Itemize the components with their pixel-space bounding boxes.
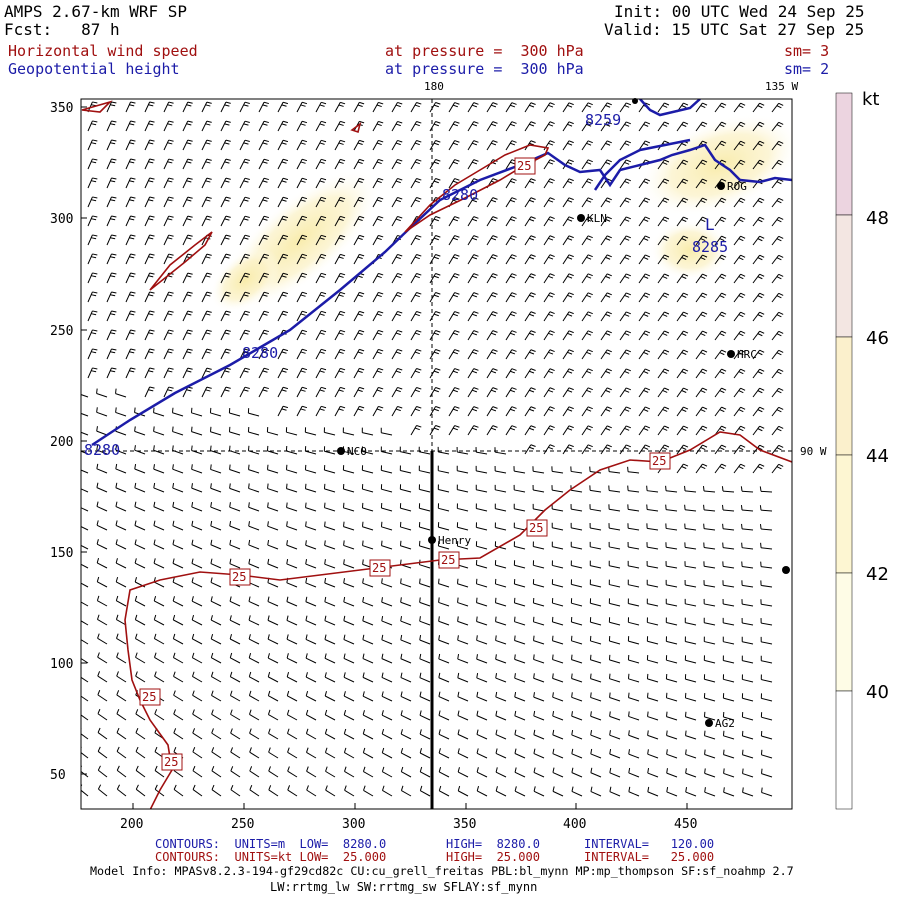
y-tick-label: 250 [50,324,73,339]
wind-contour-label: 25 [652,454,666,468]
footer-wind-high: HIGH= 25.000 [446,850,540,864]
stations: KLN ROG HRC NCO Henry AG2 [337,98,790,730]
y-tick-label: 100 [50,657,73,672]
wind-labels: 25 25 25 25 25 25 25 25 [139,157,671,771]
footer-model-info: Model Info: MPASv8.2.3-194-gf29cd82c CU:… [90,864,794,878]
forecast-hour: Fcst: 87 h [4,20,120,39]
y-tick-label: 350 [50,101,73,116]
colorbar-label-46: 46 [866,328,889,349]
y-tick-label: 150 [50,546,73,561]
colorbar-label-42: 42 [866,564,889,585]
colorbar-label-48: 48 [866,208,889,229]
wind-contour-label: 25 [372,561,386,575]
station-dot [727,350,735,358]
station-label: KLN [587,212,607,225]
low-marker: L [705,215,715,234]
smoothing-2: sm= 2 [784,60,830,78]
height-labels: 8259 8280 8280 8280 8285 L [84,111,728,459]
init-time: Init: 00 UTC Wed 24 Sep 25 [614,2,865,21]
height-label-1: 8259 [585,111,621,129]
x-tick-label: 400 [563,817,586,832]
station-label: ROG [727,180,747,193]
wind-contour-label: 25 [441,553,455,567]
colorbar-label-44: 44 [866,446,889,467]
x-tick-label: 250 [231,817,254,832]
meridian-labels: 180 135 W 90 W [424,80,827,458]
x-tick-label: 450 [674,817,697,832]
wind-contour-label: 25 [164,755,178,769]
station-dot [577,214,585,222]
height-contours [91,99,792,447]
x-tick-label: 300 [342,817,365,832]
height-label-3: 8280 [242,344,278,362]
height-label-5: 8285 [692,238,728,256]
y-tick-label: 50 [50,768,66,783]
station-label: Henry [438,534,471,547]
meridian-180: 180 [424,80,444,93]
colorbar-label-40: 40 [866,682,889,703]
footer-height-contours: CONTOURS: UNITS=m LOW= 8280.0 [155,837,387,851]
meridian-135w: 135 W [765,80,798,93]
model-title: AMPS 2.67-km WRF SP [4,2,188,21]
axes: 350 300 250 200 150 100 50 200 250 300 350 400 450 [50,101,697,832]
plot-frame [80,98,793,810]
wind-contour-label: 25 [142,690,156,704]
station-label: AG2 [715,717,735,730]
pressure-level-2: at pressure = 300 hPa [385,60,584,78]
smoothing-1: sm= 3 [784,42,830,60]
footer-model-info-2: LW:rrtmg_lw SW:rrtmg_sw SFLAY:sf_mynn [270,880,538,894]
field-wind-speed: Horizontal wind speed [8,42,198,60]
footer-height-high: HIGH= 8280.0 [446,837,540,851]
field-geopotential: Geopotential height [8,60,180,78]
station-dot [717,182,725,190]
pressure-level-1: at pressure = 300 hPa [385,42,584,60]
y-tick-label: 300 [50,212,73,227]
station-dot [782,566,790,574]
meridian-90w: 90 W [800,445,827,458]
station-dot [705,719,713,727]
station-label: NCO [347,445,367,458]
wind-contour-label: 25 [232,570,246,584]
x-tick-label: 350 [453,817,476,832]
footer-wind-interval: INTERVAL= 25.000 [584,850,715,864]
station-dot [337,447,345,455]
wind-contour-label: 25 [517,159,531,173]
valid-time: Valid: 15 UTC Sat 27 Sep 25 [604,20,865,39]
colorbar-unit: kt [862,89,879,110]
wind-contour-label: 25 [529,521,543,535]
station-label: HRC [737,348,757,361]
footer-wind-contours: CONTOURS: UNITS=kt LOW= 25.000 [155,850,387,864]
wind-barbs [81,101,784,797]
colorbar: kt 48 46 44 42 40 [835,89,889,810]
station-dot [428,536,436,544]
x-tick-label: 200 [120,817,143,832]
y-tick-label: 200 [50,435,73,450]
height-label-4: 8280 [84,441,120,459]
height-label-2: 8280 [442,186,478,204]
footer-height-interval: INTERVAL= 120.00 [584,837,715,851]
